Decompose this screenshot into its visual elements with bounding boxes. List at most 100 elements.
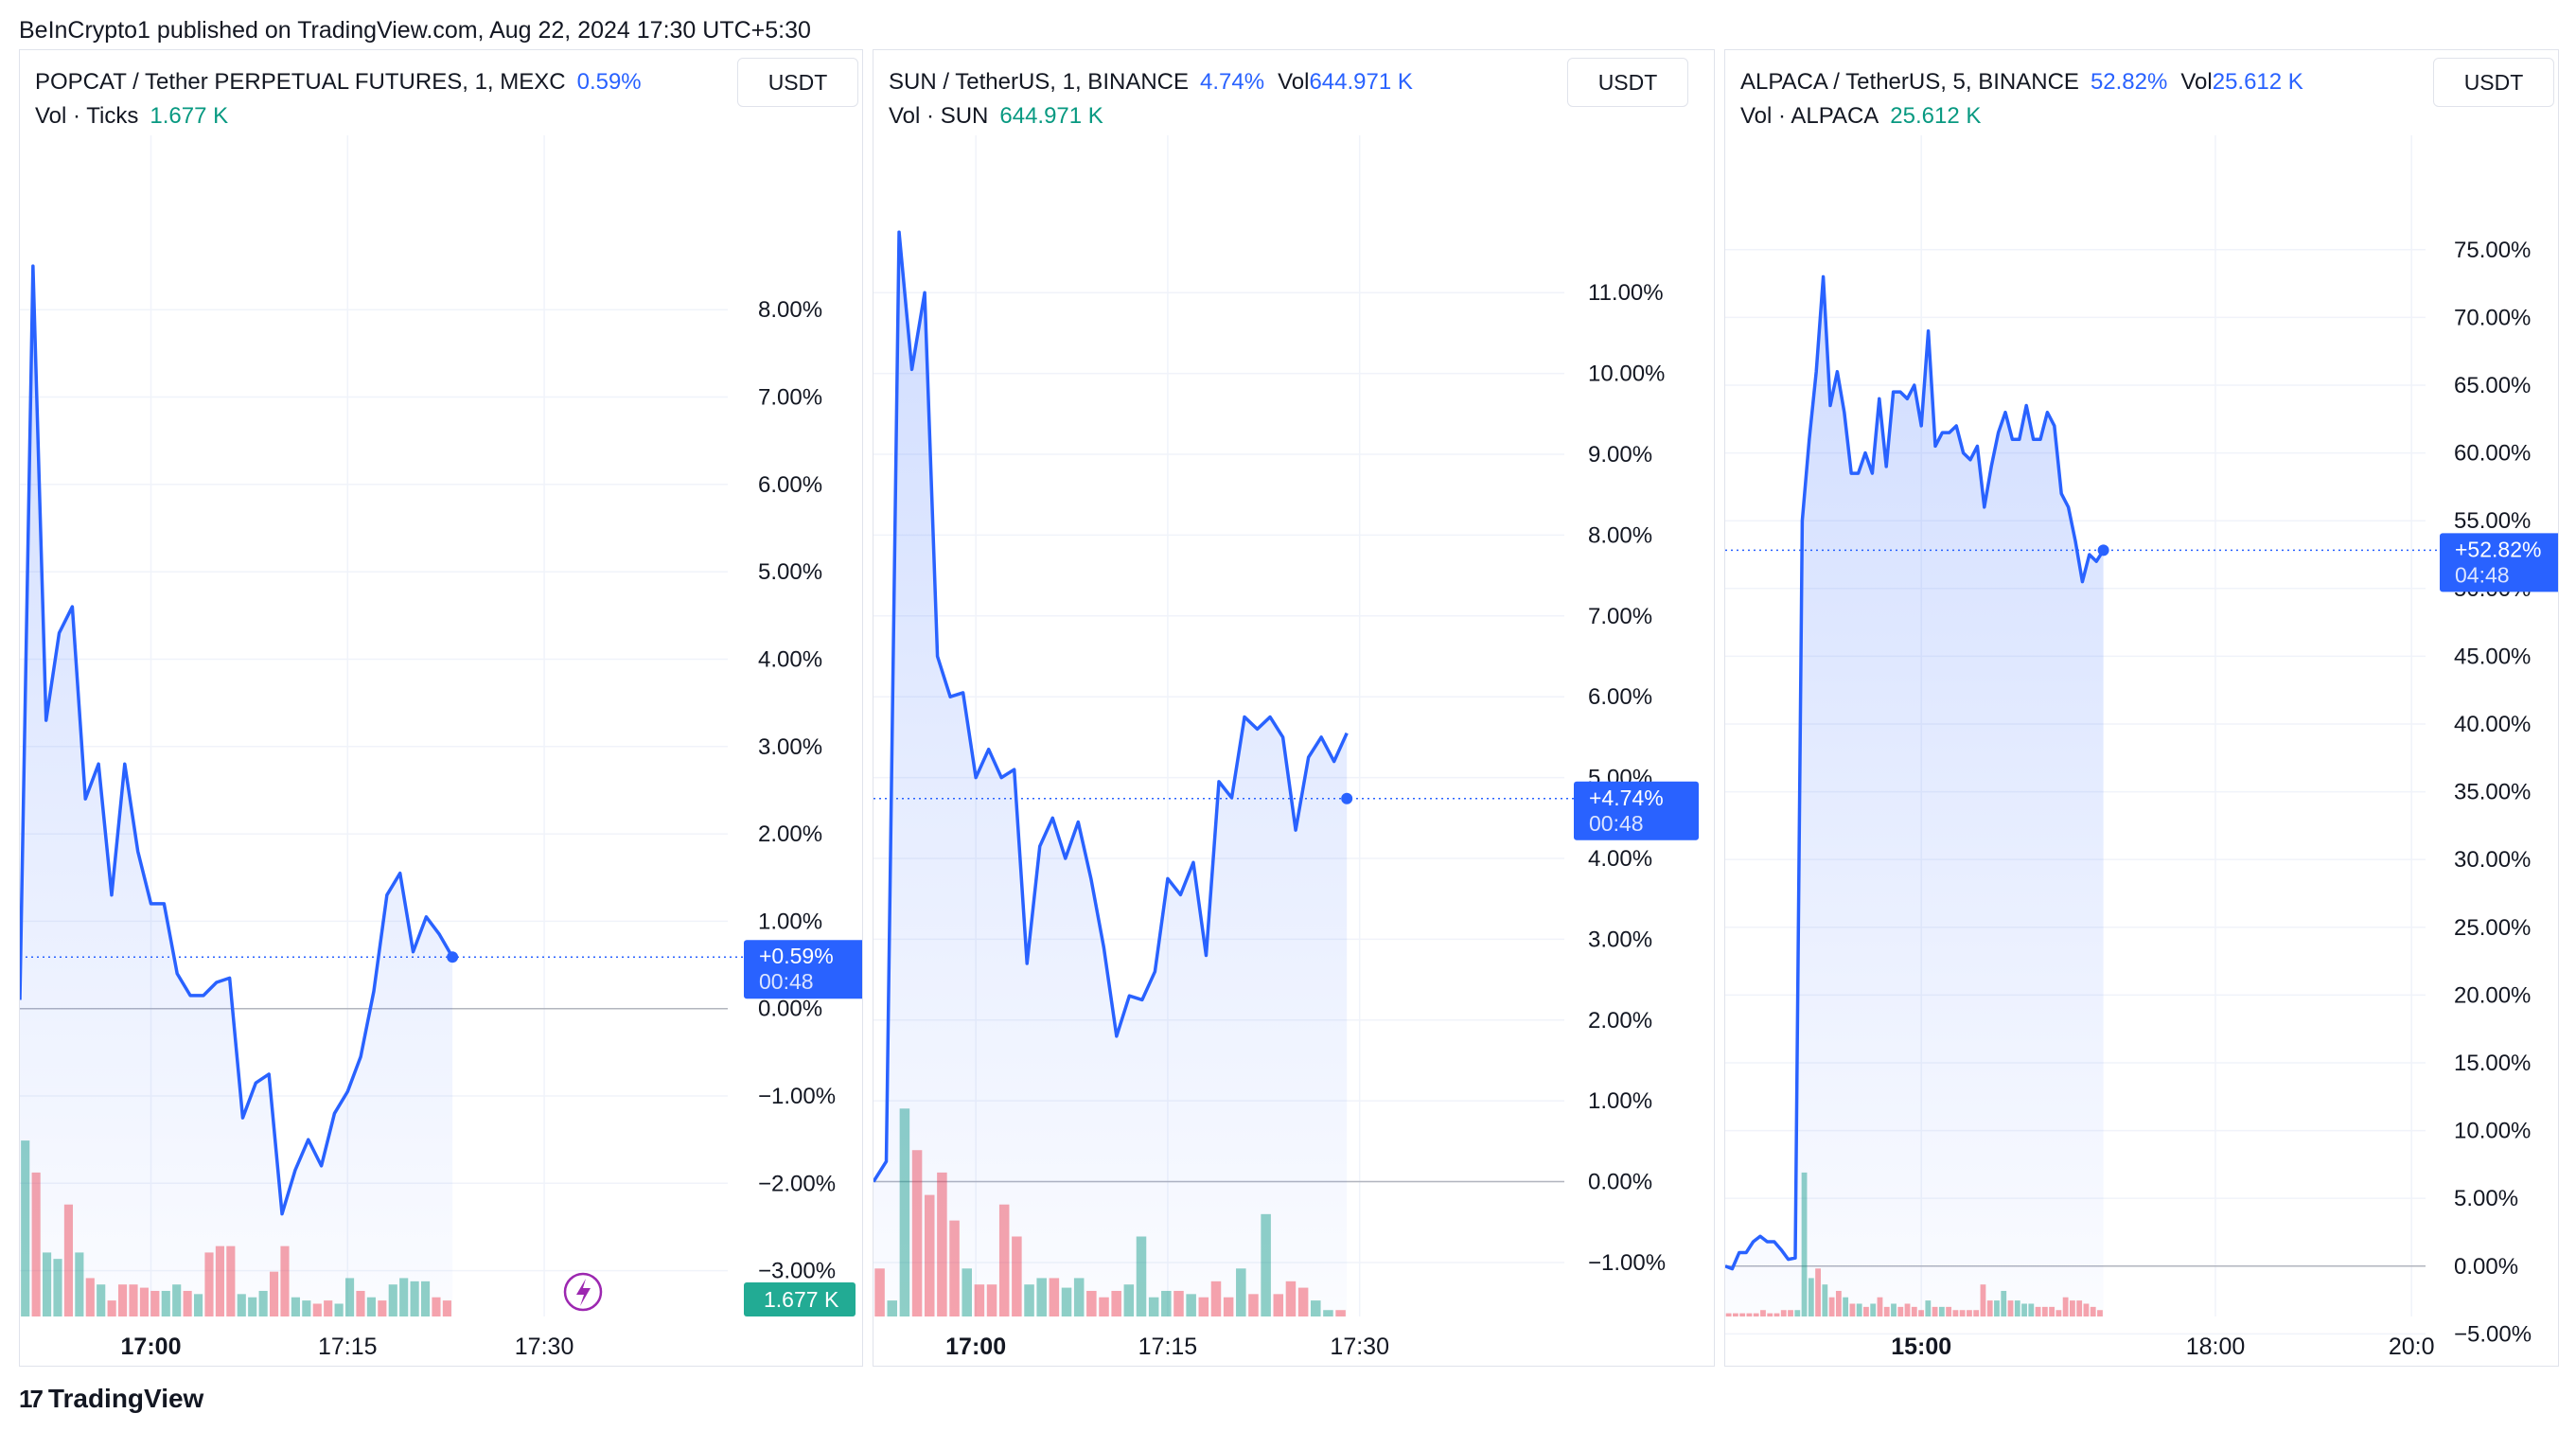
- chart-panel-2[interactable]: SUN / TetherUS, 1, BINANCE 4.74% Vol644.97…: [873, 49, 1715, 1367]
- last-price-badge-value: +52.82%: [2455, 537, 2541, 561]
- y-axis-tick-label: 2.00%: [758, 822, 822, 847]
- y-axis-tick-label: −1.00%: [1588, 1250, 1666, 1276]
- x-axis-tick-label: 17:15: [318, 1334, 378, 1360]
- volume-indicator-header[interactable]: Vol · Ticks 1.677 K: [35, 103, 228, 130]
- last-price-dot: [447, 951, 459, 963]
- volume-indicator-label: Vol · Ticks: [35, 103, 139, 129]
- y-axis-tick-label: 60.00%: [2454, 441, 2531, 467]
- y-axis-tick-label: 6.00%: [758, 472, 822, 498]
- last-price-badge: [2440, 533, 2558, 592]
- tradingview-logo-icon: 17: [19, 1384, 44, 1413]
- y-axis-tick-label: 8.00%: [758, 297, 822, 323]
- price-chart[interactable]: 8.00% 7.00% 6.00% 5.00% 4.00% 3.00% 2.00% 1.00%…: [20, 50, 862, 1366]
- change-percent: 4.74%: [1200, 69, 1265, 95]
- volume-indicator-value: 25.612 K: [1890, 103, 1982, 129]
- x-axis-tick-label: 20:0: [2389, 1334, 2435, 1360]
- y-axis-tick-label: 15.00%: [2454, 1051, 2531, 1076]
- change-percent: 0.59%: [576, 69, 642, 95]
- chart-panel-1[interactable]: POPCAT / Tether PERPETUAL FUTURES, 1, ME…: [19, 49, 863, 1367]
- last-price-dot: [2097, 544, 2109, 556]
- y-axis-tick-label: −3.00%: [758, 1259, 836, 1284]
- symbol-header[interactable]: SUN / TetherUS, 1, BINANCE 4.74% Vol644.97…: [889, 69, 1413, 96]
- x-axis-tick-label: 17:15: [1138, 1334, 1198, 1360]
- y-axis-tick-label: 55.00%: [2454, 508, 2531, 534]
- last-price-badge-value: +4.74%: [1589, 786, 1664, 810]
- last-price-badge: [1574, 781, 1699, 840]
- symbol-title[interactable]: SUN / TetherUS, 1, BINANCE: [889, 69, 1189, 95]
- y-axis-tick-label: 9.00%: [1588, 442, 1652, 468]
- x-axis-tick-label: 18:00: [2186, 1334, 2246, 1360]
- y-axis-tick-label: 7.00%: [758, 385, 822, 411]
- price-area-fill: [20, 266, 453, 1316]
- currency-unit-button[interactable]: USDT: [737, 58, 858, 107]
- y-axis-tick-label: 8.00%: [1588, 522, 1652, 548]
- volume-label: Vol: [1278, 69, 1310, 95]
- volume-indicator-header[interactable]: Vol · SUN 644.971 K: [889, 103, 1103, 130]
- volume-value: 25.612 K: [2212, 69, 2303, 95]
- y-axis-tick-label: 20.00%: [2454, 982, 2531, 1008]
- y-axis-tick-label: 5.00%: [758, 559, 822, 585]
- y-axis-tick-label: 45.00%: [2454, 644, 2531, 669]
- volume-badge: [744, 1282, 856, 1316]
- last-price-badge-value: +0.59%: [759, 944, 834, 968]
- y-axis-tick-label: 5.00%: [2454, 1186, 2518, 1211]
- price-line: [20, 264, 454, 1216]
- currency-unit-button[interactable]: USDT: [1567, 58, 1688, 107]
- symbol-header[interactable]: ALPACA / TetherUS, 5, BINANCE 52.82% Vol25…: [1740, 69, 2303, 96]
- price-chart[interactable]: 75.00%70.00%65.00%60.00%55.00%50.00%45.0…: [1725, 50, 2558, 1366]
- currency-unit-button[interactable]: USDT: [2433, 58, 2554, 107]
- last-price-badge-countdown: 04:48: [2455, 562, 2510, 587]
- price-chart[interactable]: 11.00%10.00%9.00%8.00%7.00%6.00%5.00%4.0…: [873, 50, 1714, 1366]
- y-axis-tick-label: 70.00%: [2454, 305, 2531, 330]
- publisher-credit: BeInCrypto1 published on TradingView.com…: [19, 17, 811, 44]
- y-axis-tick-label: −1.00%: [758, 1084, 836, 1109]
- volume-label: Vol: [2180, 69, 2213, 95]
- y-axis-tick-label: −2.00%: [758, 1171, 836, 1196]
- last-price-badge: [744, 940, 862, 999]
- y-axis-tick-label: 6.00%: [1588, 684, 1652, 710]
- volume-indicator-label: Vol · SUN: [889, 103, 989, 129]
- y-axis-tick-label: 0.00%: [1588, 1170, 1652, 1195]
- volume-value: 644.971 K: [1309, 69, 1413, 95]
- change-percent: 52.82%: [2090, 69, 2168, 95]
- y-axis-tick-label: 4.00%: [1588, 846, 1652, 872]
- y-axis-tick-label: 3.00%: [758, 734, 822, 760]
- y-axis-tick-label: 1.00%: [758, 909, 822, 934]
- volume-indicator-value: 644.971 K: [999, 103, 1103, 129]
- price-area-fill: [873, 232, 1348, 1316]
- volume-indicator-label: Vol · ALPACA: [1740, 103, 1879, 129]
- price-line: [1725, 274, 2106, 1271]
- x-axis-tick-label: 17:30: [1330, 1334, 1389, 1360]
- symbol-header[interactable]: POPCAT / Tether PERPETUAL FUTURES, 1, ME…: [35, 69, 642, 96]
- y-axis-tick-label: 25.00%: [2454, 915, 2531, 941]
- y-axis-tick-label: 11.00%: [1588, 280, 1664, 306]
- x-axis-tick-label: 15:00: [1891, 1334, 1951, 1360]
- y-axis-tick-label: 0.00%: [2454, 1254, 2518, 1280]
- y-axis-tick-label: 7.00%: [1588, 604, 1652, 629]
- volume-indicator-header[interactable]: Vol · ALPACA 25.612 K: [1740, 103, 1981, 130]
- last-price-badge-countdown: 00:48: [759, 969, 814, 994]
- y-axis-tick-label: 10.00%: [2454, 1119, 2531, 1144]
- price-area-fill: [1725, 276, 2104, 1316]
- lightning-icon[interactable]: [563, 1272, 603, 1312]
- x-axis-tick-label: 17:30: [515, 1334, 574, 1360]
- volume-badge-value: 1.677 K: [764, 1287, 839, 1312]
- symbol-title[interactable]: POPCAT / Tether PERPETUAL FUTURES, 1, ME…: [35, 69, 566, 95]
- y-axis-tick-label: 40.00%: [2454, 712, 2531, 737]
- tradingview-logo[interactable]: 17 TradingView: [19, 1384, 203, 1414]
- last-price-dot: [1341, 792, 1353, 804]
- symbol-title[interactable]: ALPACA / TetherUS, 5, BINANCE: [1740, 69, 2079, 95]
- y-axis-tick-label: 1.00%: [1588, 1088, 1652, 1114]
- last-price-badge-countdown: 00:48: [1589, 811, 1644, 836]
- chart-panel-3[interactable]: ALPACA / TetherUS, 5, BINANCE 52.82% Vol25…: [1724, 49, 2559, 1367]
- y-axis-tick-label: 35.00%: [2454, 780, 2531, 805]
- y-axis-tick-label: 4.00%: [758, 646, 822, 672]
- y-axis-tick-label: 30.00%: [2454, 847, 2531, 873]
- tradingview-logo-text: TradingView: [47, 1384, 204, 1413]
- y-axis-tick-label: 65.00%: [2454, 373, 2531, 398]
- y-axis-tick-label: 10.00%: [1588, 362, 1665, 387]
- y-axis-tick-label: −5.00%: [2454, 1321, 2532, 1347]
- x-axis-tick-label: 17:00: [121, 1334, 182, 1360]
- y-axis-tick-label: 0.00%: [758, 997, 822, 1022]
- y-axis-tick-label: 75.00%: [2454, 238, 2531, 263]
